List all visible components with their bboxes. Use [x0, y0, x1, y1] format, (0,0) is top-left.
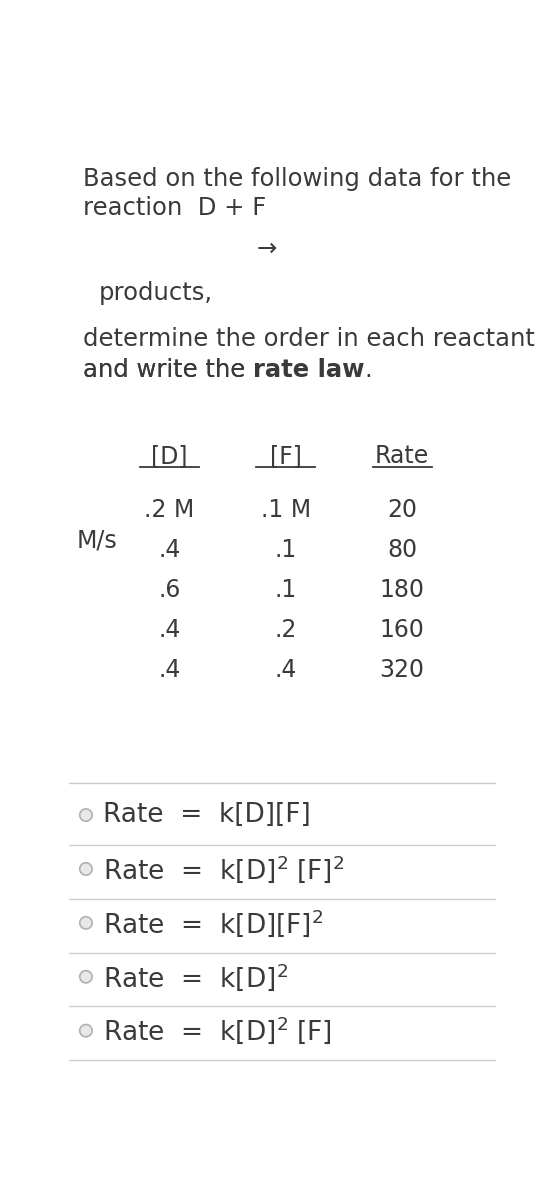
Text: .1: .1	[275, 578, 297, 602]
Text: .1 M: .1 M	[261, 498, 311, 522]
Text: →: →	[256, 236, 277, 260]
Text: Based on the following data for the: Based on the following data for the	[83, 167, 511, 191]
Text: 180: 180	[380, 578, 425, 602]
Circle shape	[80, 1025, 92, 1037]
Circle shape	[80, 863, 92, 875]
Text: Rate: Rate	[375, 444, 429, 468]
Text: .4: .4	[159, 539, 181, 563]
Text: rate law: rate law	[253, 358, 364, 382]
Text: .1: .1	[275, 539, 297, 563]
Text: Rate  =  k[D]$^2$: Rate = k[D]$^2$	[103, 961, 288, 992]
Text: .4: .4	[159, 618, 181, 642]
Text: 160: 160	[380, 618, 425, 642]
Text: products,: products,	[98, 281, 213, 305]
Text: Rate  =  k[D]$^2$ [F]$^2$: Rate = k[D]$^2$ [F]$^2$	[103, 853, 344, 884]
Text: Rate  =  k[D][F]$^2$: Rate = k[D][F]$^2$	[103, 907, 323, 938]
Text: .2: .2	[275, 618, 297, 642]
Text: [D]: [D]	[152, 444, 188, 468]
Text: .: .	[364, 358, 372, 382]
Text: reaction  D + F: reaction D + F	[83, 197, 266, 221]
Text: and write the: and write the	[83, 358, 253, 382]
Text: .2 M: .2 M	[144, 498, 195, 522]
Text: Rate  =  k[D]$^2$ [F]: Rate = k[D]$^2$ [F]	[103, 1015, 332, 1046]
Circle shape	[80, 971, 92, 983]
Circle shape	[80, 917, 92, 929]
Text: .6: .6	[159, 578, 181, 602]
Text: [F]: [F]	[270, 444, 302, 468]
Text: determine the order in each reactant: determine the order in each reactant	[83, 328, 534, 352]
Text: 80: 80	[387, 539, 417, 563]
Circle shape	[80, 809, 92, 821]
Text: .4: .4	[159, 659, 181, 683]
Text: .4: .4	[275, 659, 297, 683]
Text: Rate  =  k[D][F]: Rate = k[D][F]	[103, 802, 311, 828]
Text: M/s: M/s	[77, 528, 117, 552]
Text: 320: 320	[380, 659, 425, 683]
Text: and write the: and write the	[83, 358, 253, 382]
Text: 20: 20	[387, 498, 417, 522]
